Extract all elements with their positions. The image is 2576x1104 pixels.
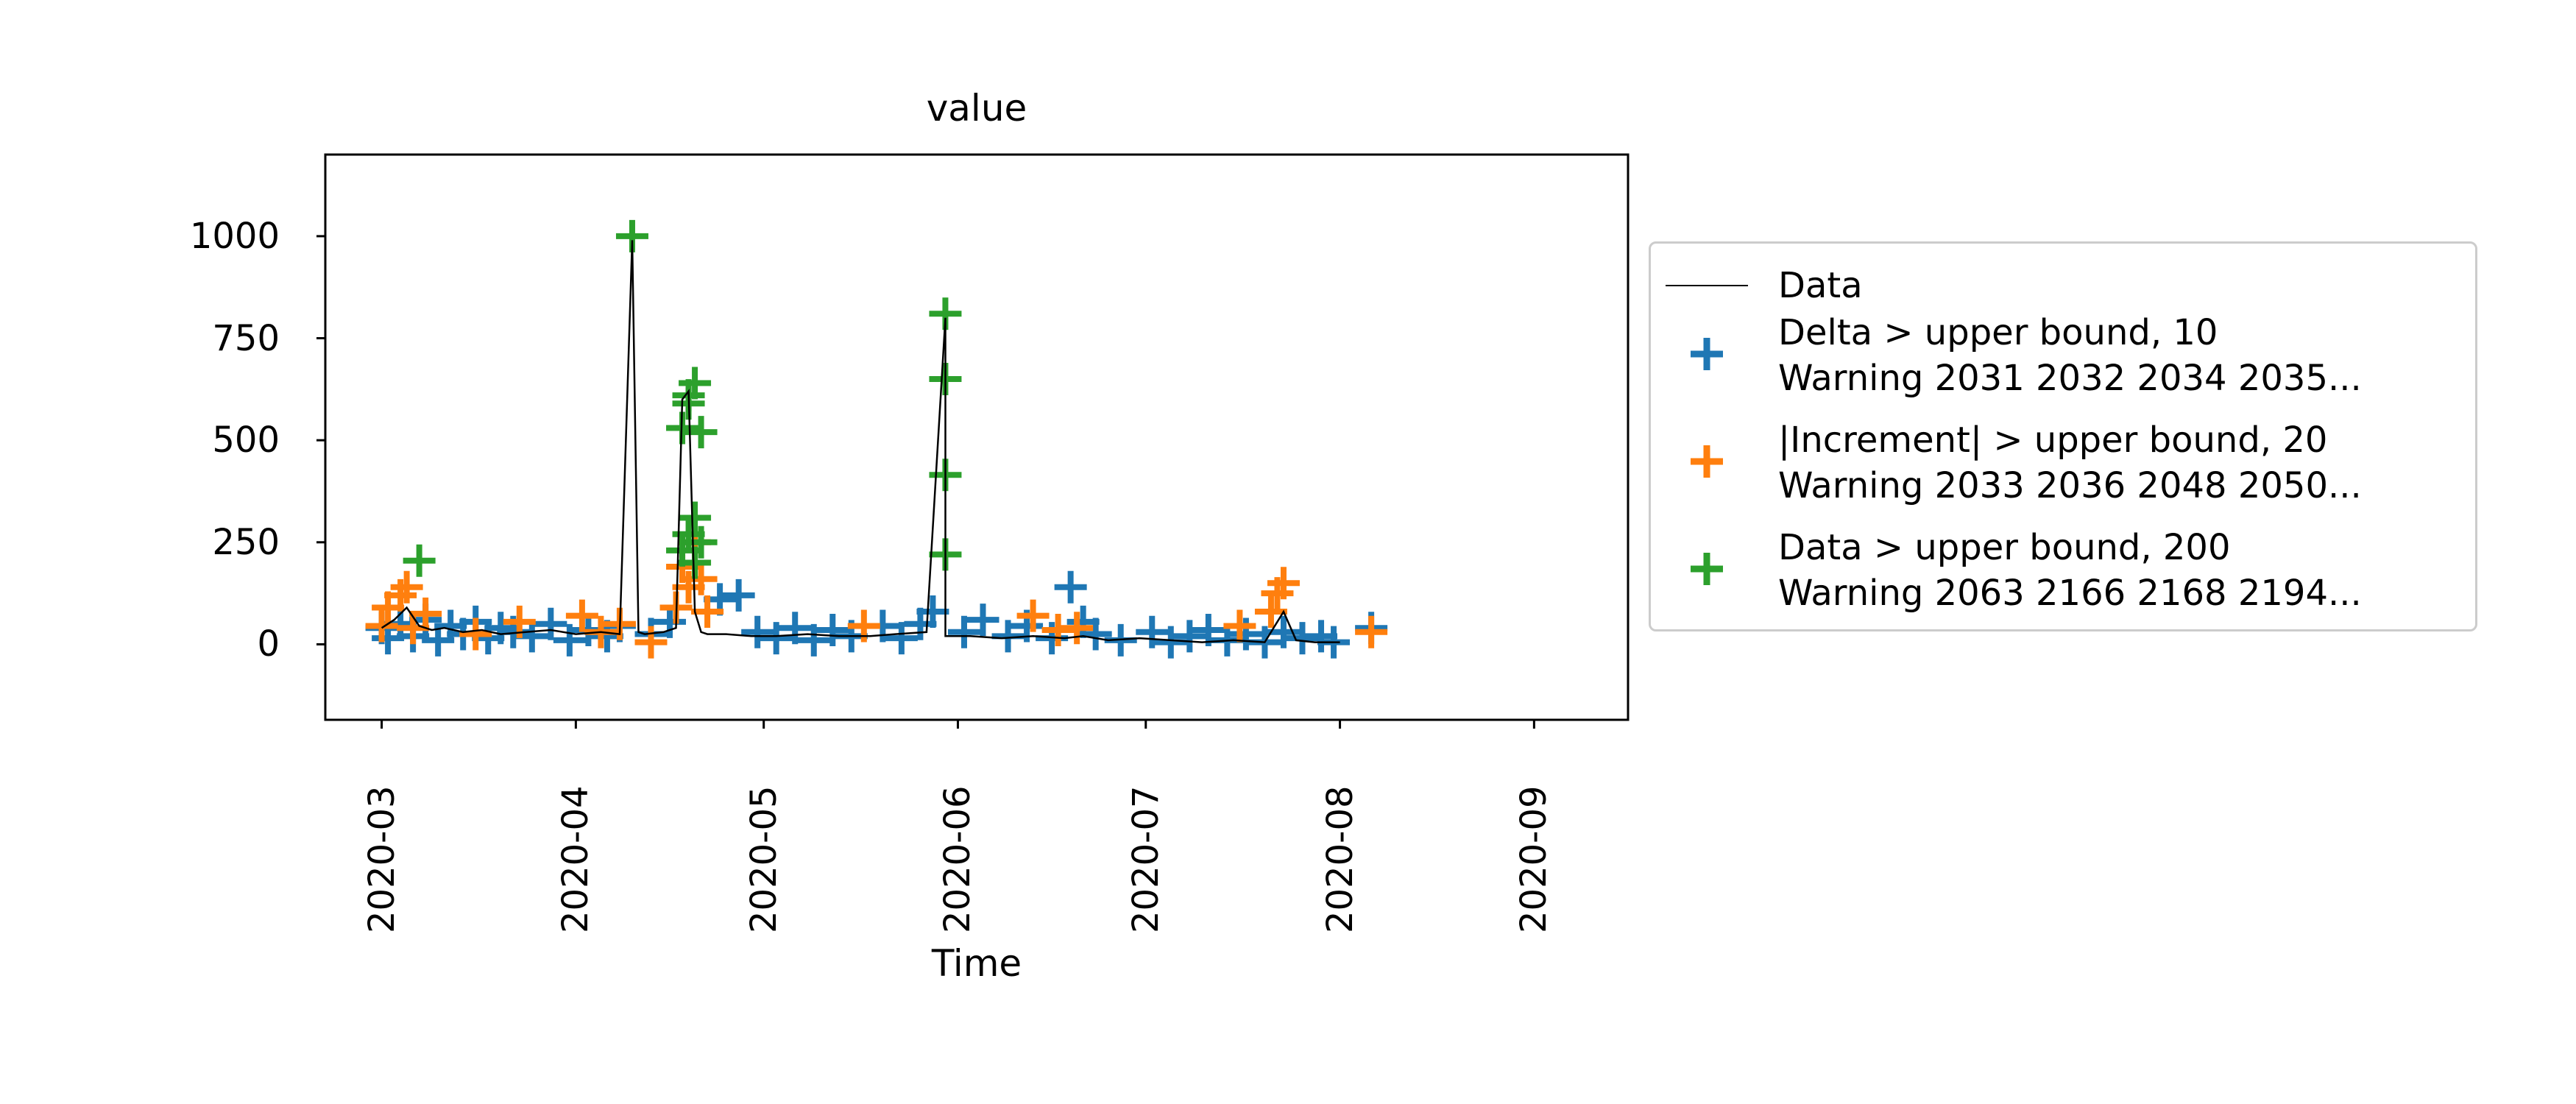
data-point-1-31: [916, 595, 949, 629]
data-point-1-37: [1054, 570, 1087, 604]
data-point-1-44: [1192, 614, 1225, 647]
plus-marker-icon: [1691, 338, 1723, 370]
data-point-2-21: [1061, 612, 1094, 645]
data-point-2-8: [565, 599, 598, 632]
legend: Data Delta > upper bound, 10 Warning 203…: [1649, 241, 2477, 631]
data-point-1-21: [722, 578, 755, 612]
data-point-1-33: [966, 604, 999, 637]
data-point-2-17: [691, 595, 724, 629]
x-tick-label: 2020-08: [1319, 785, 1361, 933]
data-point-1-39: [1079, 618, 1112, 651]
data-point-1-48: [1267, 615, 1300, 648]
data-point-1-23: [760, 622, 793, 655]
data-point-1-13: [534, 607, 567, 640]
data-point-2-6: [459, 618, 492, 651]
data-point-2-11: [634, 626, 668, 659]
data-point-2-23: [1254, 595, 1287, 629]
data-point-2-0: [365, 609, 398, 643]
x-tick-label: 2020-05: [743, 785, 785, 933]
x-tick-label: 2020-09: [1513, 785, 1555, 933]
legend-label-data: Data: [1778, 265, 1863, 306]
x-tick-label: 2020-07: [1125, 785, 1167, 933]
data-point-2-19: [1016, 599, 1050, 632]
data-point-2-25: [1267, 567, 1300, 600]
data-point-2-26: [1355, 615, 1388, 648]
data-point-2-5: [409, 597, 442, 630]
data-point-1-29: [885, 622, 918, 655]
plus-marker-icon: [1691, 553, 1723, 585]
y-tick-label: 750: [212, 317, 280, 359]
legend-line-icon: [1666, 285, 1748, 286]
y-tick-label: 250: [212, 521, 280, 563]
series-line-data: [381, 240, 1340, 643]
data-point-1-43: [1173, 620, 1206, 653]
data-point-1-42: [1154, 626, 1187, 659]
data-point-1-14: [553, 623, 586, 657]
data-point-1-26: [816, 614, 849, 647]
data-point-1-24: [779, 612, 812, 645]
x-tick-label: 2020-04: [555, 785, 597, 933]
data-point-1-46: [1229, 618, 1262, 651]
data-point-1-32: [947, 615, 980, 648]
x-tick-label: 2020-06: [937, 785, 979, 933]
y-tick-label: 500: [212, 420, 280, 461]
data-point-2-22: [1223, 609, 1256, 643]
data-point-2-3: [390, 570, 423, 604]
x-tick-label: 2020-03: [361, 785, 403, 933]
data-point-3-7: [679, 501, 712, 534]
data-point-3-6: [679, 367, 712, 400]
plus-marker-icon: [1691, 445, 1723, 478]
data-point-3-0: [403, 544, 436, 577]
plot-area: [365, 219, 1388, 659]
data-point-2-16: [684, 562, 718, 595]
data-point-1-41: [1136, 615, 1169, 648]
chart-title: value: [926, 87, 1027, 130]
data-point-1-25: [797, 623, 830, 657]
data-point-1-22: [741, 615, 774, 648]
data-point-3-11: [679, 546, 712, 579]
legend-label-delta: Delta > upper bound, 10 Warning 2031 203…: [1778, 312, 2362, 399]
data-point-1-19: [654, 605, 687, 638]
plot-frame: [324, 153, 1630, 721]
data-point-3-8: [684, 526, 718, 559]
y-tick-label: 1000: [189, 215, 280, 257]
x-axis-label: Time: [931, 942, 1022, 985]
legend-label-upper: Data > upper bound, 200 Warning 2063 216…: [1778, 527, 2362, 614]
legend-label-increment: |Increment| > upper bound, 20 Warning 20…: [1778, 420, 2362, 506]
y-tick-label: 0: [257, 623, 280, 665]
